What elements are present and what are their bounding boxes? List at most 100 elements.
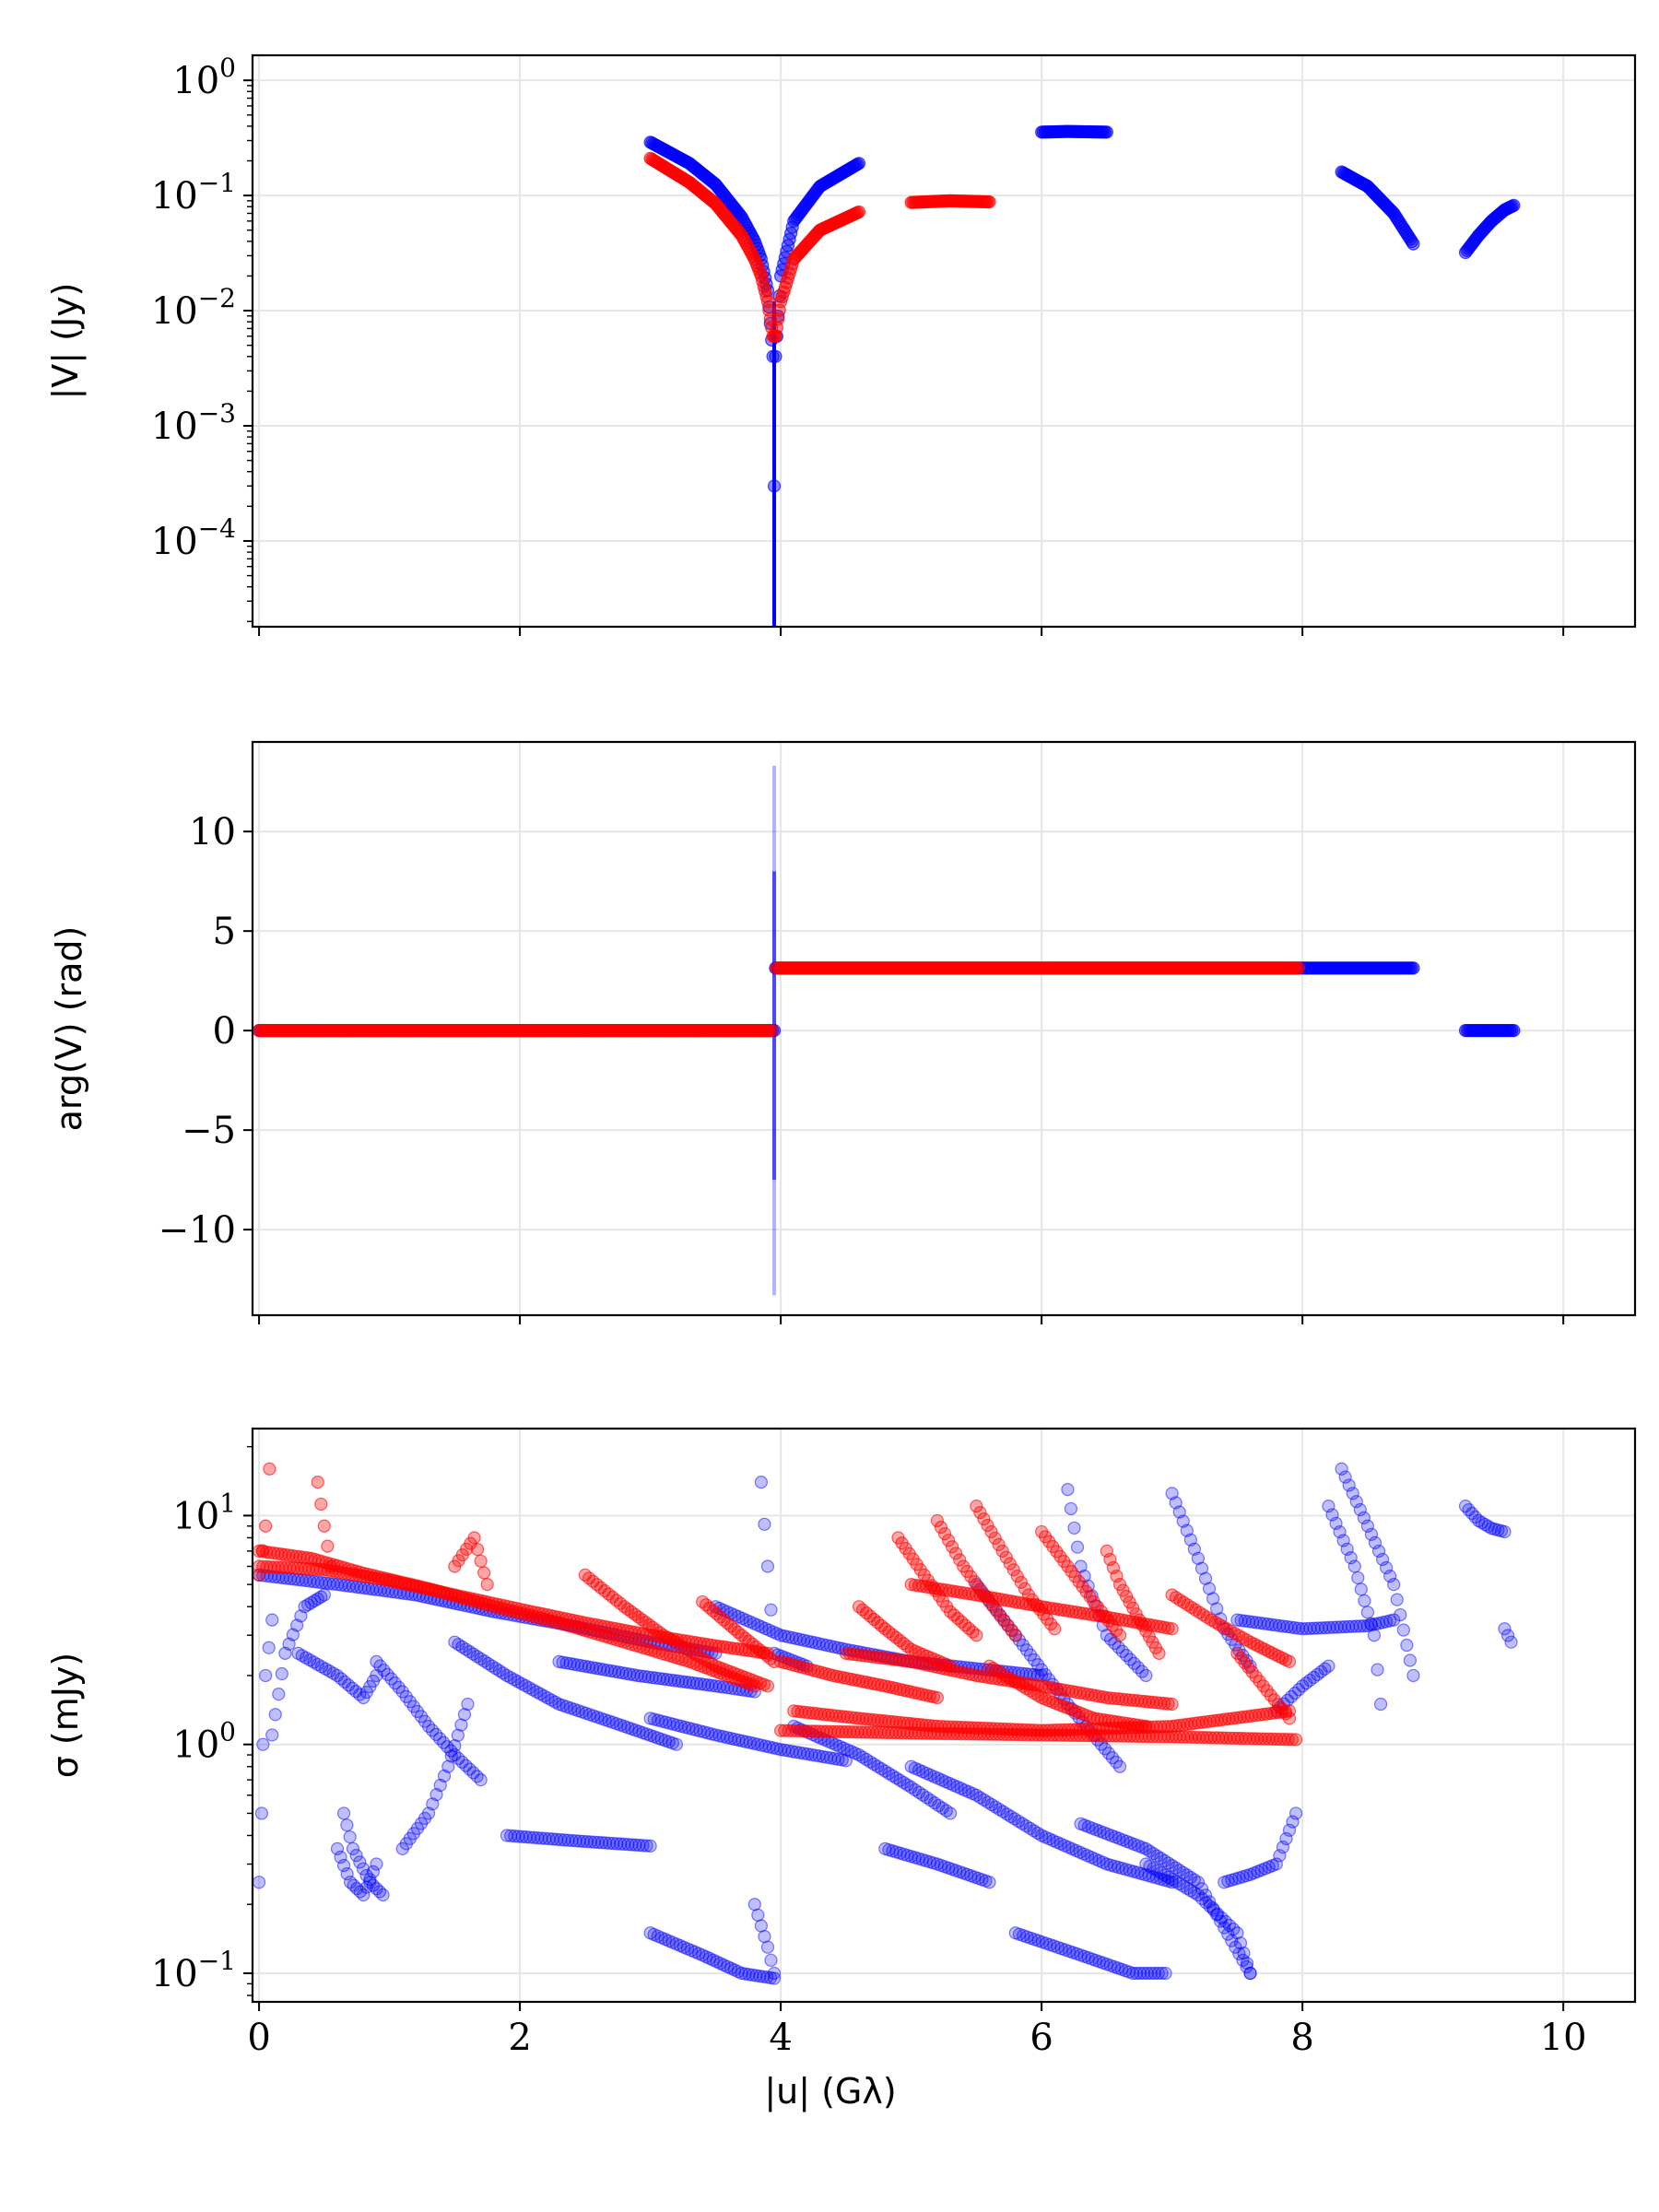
data-point [1291, 961, 1306, 975]
data-point [1373, 1697, 1388, 1712]
data-point [477, 1566, 491, 1580]
data-point [1112, 1629, 1127, 1642]
data-point [485, 1659, 499, 1673]
data-point [541, 1691, 555, 1705]
data-point [764, 1603, 778, 1617]
blue-sigma-series [252, 1462, 1518, 1985]
data-point [256, 1737, 270, 1751]
data-point [1406, 961, 1420, 975]
data-point [1007, 1812, 1022, 1826]
amplitude-grid [253, 55, 1635, 627]
data-point [1019, 1819, 1033, 1833]
data-point [496, 1666, 511, 1680]
data-point [1112, 1759, 1127, 1773]
data-point [669, 1737, 684, 1751]
data-point [511, 1675, 525, 1688]
data-point [1282, 1654, 1297, 1668]
data-point [852, 157, 866, 171]
data-point [767, 479, 782, 493]
data-point [1030, 1826, 1045, 1841]
data-point [1360, 1606, 1375, 1619]
data-point [759, 289, 773, 303]
phase-ylabel: arg(V) (rad) [49, 926, 89, 1132]
data-point [1322, 1659, 1335, 1673]
data-point [477, 1654, 491, 1668]
x-tick-label: 0 [247, 2017, 270, 2059]
data-point [882, 1767, 896, 1781]
data-point [470, 1650, 484, 1664]
data-point [1403, 1653, 1417, 1667]
data-point [973, 1791, 987, 1805]
data-point [943, 1659, 958, 1673]
x-tick-label: 2 [508, 2017, 531, 2059]
data-point [754, 269, 768, 283]
data-point [272, 1688, 286, 1701]
y-tick-label: 100 [172, 53, 236, 102]
data-point [1064, 1501, 1078, 1516]
data-point [1100, 125, 1113, 139]
data-point [893, 1773, 907, 1787]
data-point [1498, 1524, 1512, 1539]
data-point [448, 1635, 462, 1649]
data-point [1139, 1668, 1153, 1683]
data-point [492, 1664, 506, 1677]
data-point [470, 1770, 484, 1783]
data-point [466, 1647, 480, 1661]
data-point [875, 1761, 888, 1776]
data-point [758, 1929, 771, 1944]
data-point [970, 1788, 983, 1802]
sigma-ylabel: σ (mJy) [45, 1653, 86, 1779]
data-point [1504, 1635, 1518, 1649]
data-point [321, 1539, 335, 1553]
data-point [640, 1839, 653, 1853]
data-point [263, 1462, 276, 1476]
data-point [461, 1697, 475, 1712]
data-point [1507, 1024, 1521, 1038]
data-point [757, 279, 771, 293]
data-point [317, 1588, 331, 1602]
data-point [1288, 1806, 1303, 1820]
data-point [1390, 1593, 1404, 1606]
phase-panel: 10 5 0 −5 −10 arg(V) (rad) [49, 740, 1637, 1324]
data-point [259, 1668, 273, 1683]
data-point [376, 1888, 390, 1902]
data-point [359, 1868, 373, 1883]
data-point [1023, 1821, 1037, 1835]
y-tick-label: 10−3 [151, 398, 236, 448]
data-point [1354, 1583, 1368, 1596]
data-point [507, 1673, 522, 1687]
data-point [1400, 1638, 1414, 1653]
data-point [336, 1806, 351, 1820]
data-point [324, 1559, 338, 1573]
data-point [852, 205, 866, 219]
data-point [760, 1559, 775, 1573]
data-point [764, 1953, 778, 1967]
data-point [767, 1966, 782, 1981]
y-tick-label: 10−2 [151, 283, 236, 333]
data-point [336, 1858, 351, 1873]
data-point [262, 1641, 276, 1654]
data-point [758, 1517, 771, 1531]
data-point [1371, 1663, 1384, 1677]
data-point [989, 1800, 1003, 1814]
y-tick-label: 0 [213, 1010, 236, 1053]
data-point [1243, 1966, 1257, 1981]
data-point [314, 1660, 329, 1674]
sigma-xlabel: |u| (Gλ) [764, 2071, 896, 2112]
data-point [886, 1769, 900, 1783]
data-point [1358, 1594, 1371, 1607]
data-point [334, 1850, 347, 1865]
data-point [346, 1841, 360, 1855]
data-point [480, 1578, 494, 1592]
data-point [340, 1818, 354, 1832]
data-point [459, 1642, 473, 1656]
data-point [526, 1683, 540, 1697]
data-point [852, 1747, 866, 1762]
data-point [930, 1690, 945, 1705]
y-tick-label: 10 [189, 811, 236, 853]
data-point [356, 1862, 371, 1876]
data-point [545, 1693, 559, 1707]
data-point [515, 1677, 529, 1690]
